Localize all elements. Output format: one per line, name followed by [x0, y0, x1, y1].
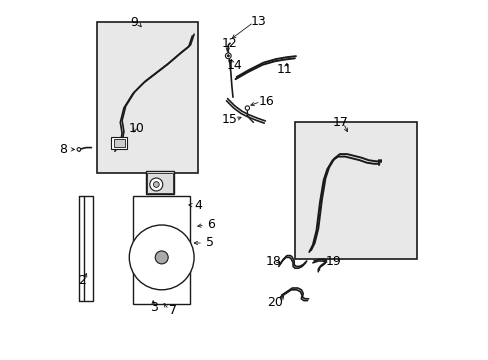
Bar	[145, 171, 174, 194]
Bar	[114, 139, 124, 147]
Circle shape	[77, 148, 81, 151]
Bar	[111, 137, 127, 149]
Text: 9: 9	[130, 16, 138, 29]
Circle shape	[155, 251, 168, 264]
Text: 2: 2	[78, 274, 86, 287]
Text: 10: 10	[128, 122, 144, 135]
Bar	[147, 173, 172, 193]
Text: 18: 18	[265, 255, 281, 268]
Bar	[133, 196, 190, 304]
Text: 6: 6	[207, 218, 215, 231]
Text: 3: 3	[150, 301, 158, 314]
Circle shape	[244, 106, 249, 110]
Text: 12: 12	[221, 37, 237, 50]
Circle shape	[129, 225, 194, 290]
Text: 13: 13	[250, 15, 266, 28]
Text: 20: 20	[267, 296, 283, 309]
Text: 17: 17	[332, 116, 348, 129]
Bar	[84, 196, 93, 301]
Text: 5: 5	[205, 237, 213, 249]
Circle shape	[225, 53, 231, 59]
Text: 15: 15	[221, 113, 237, 126]
Text: 11: 11	[276, 63, 292, 76]
Circle shape	[227, 55, 229, 57]
Text: 1: 1	[162, 177, 169, 190]
Text: 14: 14	[226, 59, 243, 72]
Circle shape	[153, 182, 159, 188]
Text: 16: 16	[258, 95, 274, 108]
Text: 4: 4	[194, 199, 202, 212]
Circle shape	[149, 178, 163, 191]
Bar	[97, 22, 197, 173]
Text: 8: 8	[60, 143, 67, 156]
Text: 7: 7	[168, 304, 177, 317]
Bar	[294, 122, 416, 259]
Text: 19: 19	[325, 255, 341, 267]
